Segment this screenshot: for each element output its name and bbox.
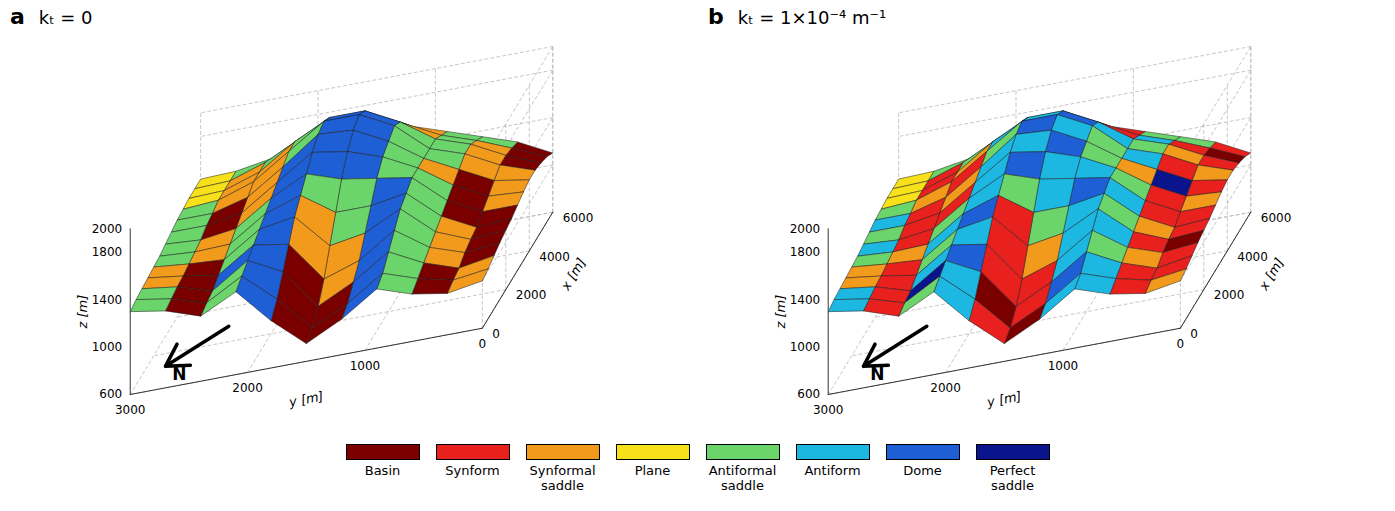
svg-text:3000: 3000 (115, 403, 146, 417)
svg-text:1400: 1400 (790, 293, 821, 307)
svg-text:1000: 1000 (350, 359, 381, 373)
svg-text:y [m]: y [m] (985, 388, 1023, 409)
svg-text:z [m]: z [m] (75, 295, 90, 330)
svg-text:3000: 3000 (813, 403, 844, 417)
svg-text:0: 0 (492, 327, 500, 341)
svg-text:N: N (870, 364, 884, 384)
svg-text:x [m]: x [m] (557, 255, 588, 293)
html-text:Synform: Synform (445, 463, 500, 478)
svg-text:1400: 1400 (92, 293, 123, 307)
svg-text:2000: 2000 (92, 222, 123, 236)
html-text:Perfect saddle: Perfect saddle (989, 463, 1036, 493)
svg-text:1000: 1000 (92, 340, 123, 354)
svg-text:y [m]: y [m] (287, 388, 325, 409)
svg-text:6000: 6000 (1261, 211, 1292, 225)
html-text:b: b (708, 4, 724, 29)
html-text:Synformal saddle: Synformal saddle (529, 463, 596, 493)
html-text:Dome: Dome (903, 463, 942, 478)
svg-text:2000: 2000 (232, 381, 263, 395)
svg-text:1800: 1800 (92, 245, 123, 259)
svg-text:0: 0 (1177, 337, 1185, 351)
html-text:Basin: Basin (364, 463, 401, 478)
svg-text:0: 0 (479, 337, 487, 351)
svg-text:1800: 1800 (790, 245, 821, 259)
svg-text:600: 600 (797, 387, 820, 401)
svg-text:1000: 1000 (790, 340, 821, 354)
html-text:kₜ = 0: kₜ = 0 (38, 7, 93, 28)
svg-text:1000: 1000 (1048, 359, 1079, 373)
svg-text:x [m]: x [m] (1255, 255, 1286, 293)
html-text:kₜ = 1×10⁻⁴ m⁻¹: kₜ = 1×10⁻⁴ m⁻¹ (737, 7, 887, 28)
svg-text:4000: 4000 (539, 250, 570, 264)
html-text:Plane: Plane (634, 463, 671, 478)
svg-text:4000: 4000 (1237, 250, 1268, 264)
svg-text:2000: 2000 (790, 222, 821, 236)
svg-text:2000: 2000 (516, 288, 547, 302)
svg-text:2000: 2000 (930, 381, 961, 395)
svg-text:N: N (172, 364, 186, 384)
svg-text:z [m]: z [m] (773, 295, 788, 330)
html-text:a: a (10, 4, 25, 29)
svg-text:2000: 2000 (1214, 288, 1245, 302)
html-text:Antiform: Antiform (804, 463, 861, 478)
html-text:Antiformal saddle: Antiformal saddle (708, 463, 777, 493)
svg-text:0: 0 (1190, 327, 1198, 341)
svg-text:6000: 6000 (563, 211, 594, 225)
svg-text:600: 600 (99, 387, 122, 401)
